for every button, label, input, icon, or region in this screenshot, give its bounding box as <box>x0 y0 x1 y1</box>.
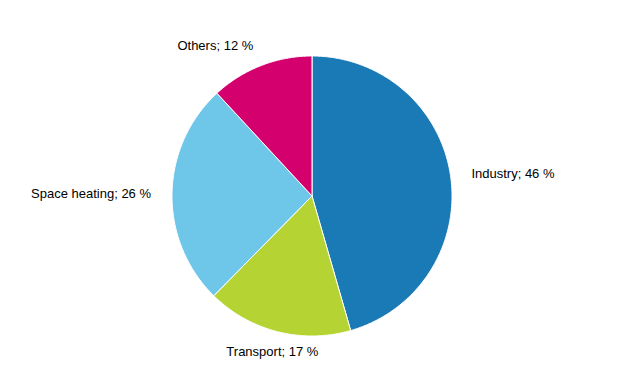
svg-text:Industry; 46 %: Industry; 46 % <box>471 166 555 181</box>
svg-text:Transport; 17 %: Transport; 17 % <box>226 344 318 359</box>
svg-text:Space heating; 26 %: Space heating; 26 % <box>31 186 151 201</box>
svg-text:Others; 12 %: Others; 12 % <box>177 38 253 53</box>
